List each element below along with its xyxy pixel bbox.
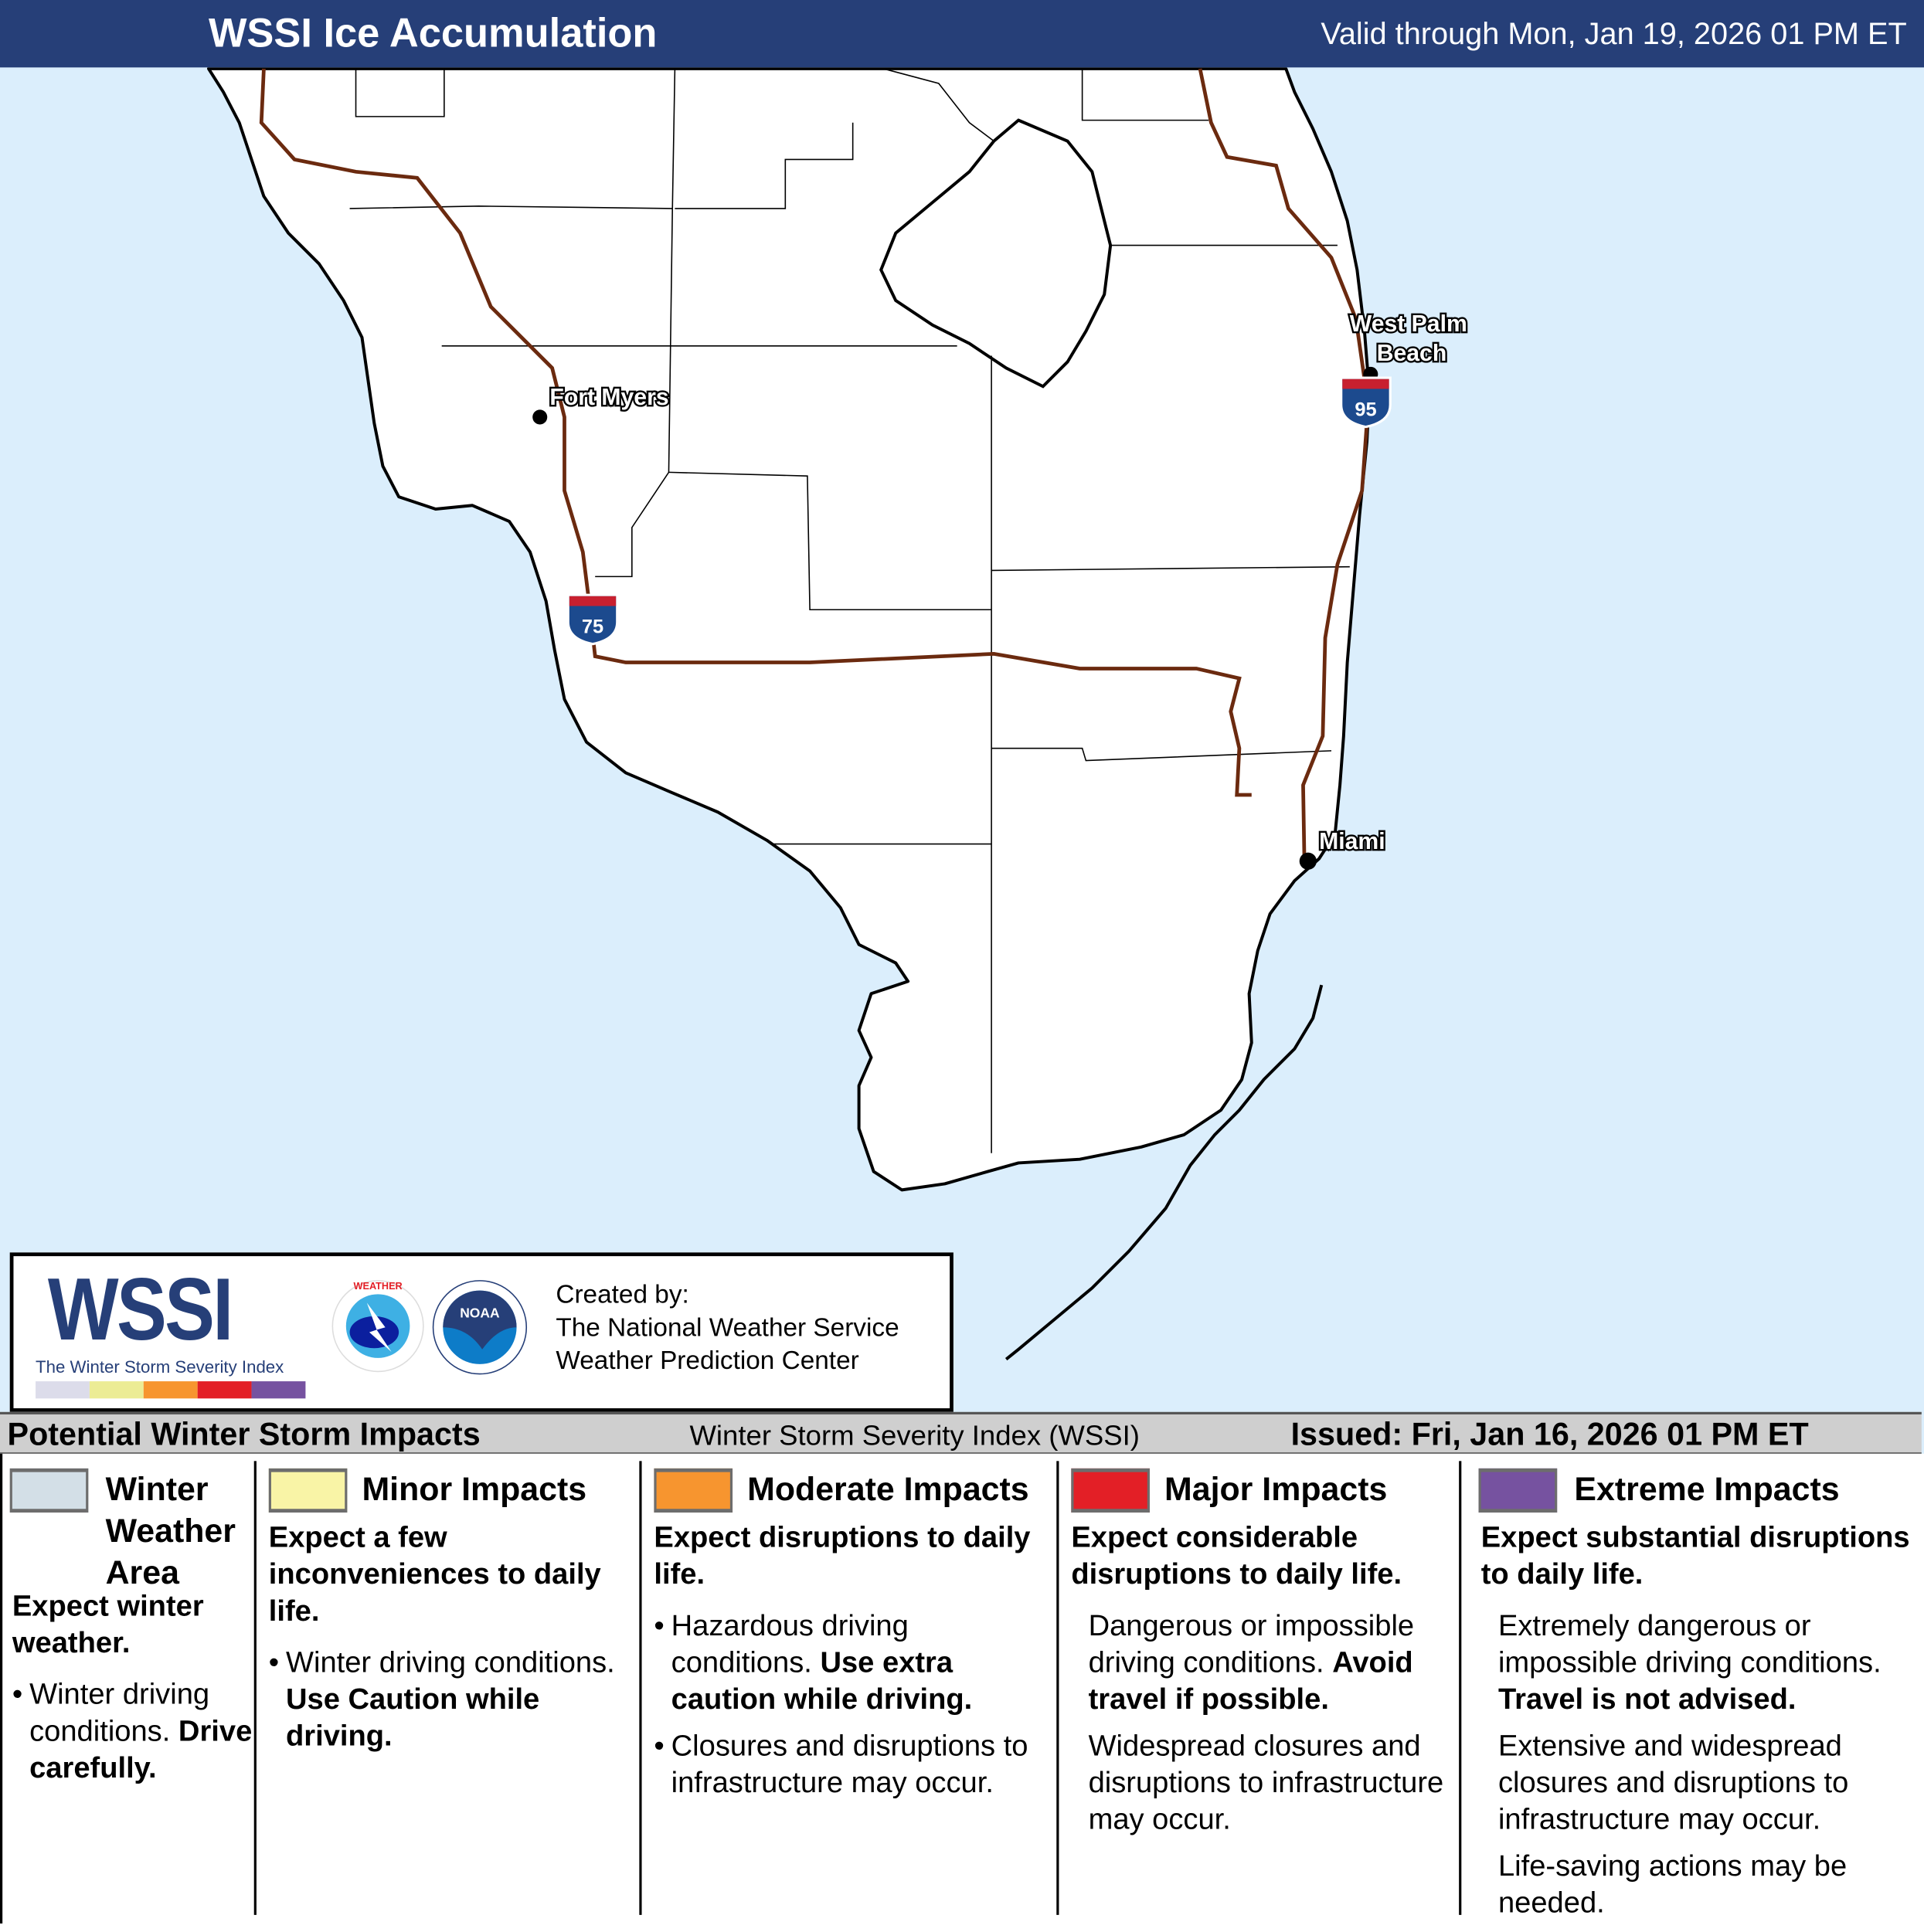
valid-time: Valid through Mon, Jan 19, 2026 01 PM ET: [1321, 17, 1907, 52]
city-miami: Miami: [1299, 827, 1387, 870]
interstate-75-shield-icon: 75: [566, 593, 619, 646]
issued-time: Issued: Fri, Jan 16, 2026 01 PM ET: [1290, 1415, 1809, 1453]
header-bar: WSSI Ice Accumulation Valid through Mon,…: [0, 0, 1924, 68]
map-area: Fort Myers West Palm Beach Miami 75 95: [0, 67, 1924, 1418]
legend-major-impacts: Major Impacts Expect considerable disrup…: [1059, 1454, 1459, 1914]
lake-okeechobee: [879, 118, 1113, 389]
legend-title-bar: Potential Winter Storm Impacts Winter St…: [0, 1411, 1922, 1456]
divider: [639, 1461, 642, 1915]
city-fort-myers: Fort Myers: [532, 383, 671, 425]
svg-text:Fort Myers: Fort Myers: [549, 385, 668, 410]
noaa-logo-icon: NOAA: [432, 1280, 528, 1375]
divider: [1459, 1461, 1462, 1915]
city-west-palm-beach: West Palm Beach: [1348, 309, 1469, 382]
florida-land: [206, 67, 1372, 1192]
wssi-color-bar: [36, 1381, 306, 1399]
legend-title: Potential Winter Storm Impacts: [7, 1415, 481, 1453]
legend-winter-weather-area: Winter Weather Area Expect winter weathe…: [2, 1454, 254, 1914]
map-title: WSSI Ice Accumulation: [208, 9, 658, 56]
svg-text:Beach: Beach: [1377, 341, 1447, 366]
interstate-95-shield-icon: 95: [1340, 376, 1392, 429]
svg-text:75: 75: [582, 616, 603, 637]
svg-text:WEATHER: WEATHER: [354, 1281, 403, 1292]
legend-moderate-impacts: Moderate Impacts Expect disruptions to d…: [642, 1454, 1057, 1914]
impact-legend: Winter Weather Area Expect winter weathe…: [0, 1453, 1924, 1924]
major-swatch: [1071, 1468, 1150, 1513]
svg-text:NOAA: NOAA: [460, 1306, 500, 1321]
moderate-swatch: [654, 1468, 733, 1513]
index-name: Winter Storm Severity Index (WSSI): [689, 1419, 1140, 1452]
florida-keys: [1004, 984, 1324, 1361]
extreme-swatch: [1478, 1468, 1558, 1513]
winter-swatch: [9, 1468, 89, 1513]
wssi-logo: WSSI The Winter Storm Severity Index: [36, 1266, 306, 1399]
legend-minor-impacts: Minor Impacts Expect a few inconvenience…: [257, 1454, 639, 1914]
logo-credit-box: WSSI The Winter Storm Severity Index WEA…: [9, 1252, 954, 1412]
divider: [1056, 1461, 1059, 1915]
county-lines: [349, 68, 1350, 1153]
svg-text:Miami: Miami: [1319, 829, 1385, 854]
legend-extreme-impacts: Extreme Impacts Expect substantial disru…: [1461, 1454, 1924, 1920]
credit-text: Created by: The National Weather Service…: [556, 1280, 899, 1376]
svg-text:West Palm: West Palm: [1350, 311, 1467, 337]
svg-text:95: 95: [1355, 399, 1376, 420]
nws-logo-icon: WEATHER: [331, 1280, 424, 1373]
i95-route: [1198, 68, 1371, 859]
minor-swatch: [268, 1468, 348, 1513]
